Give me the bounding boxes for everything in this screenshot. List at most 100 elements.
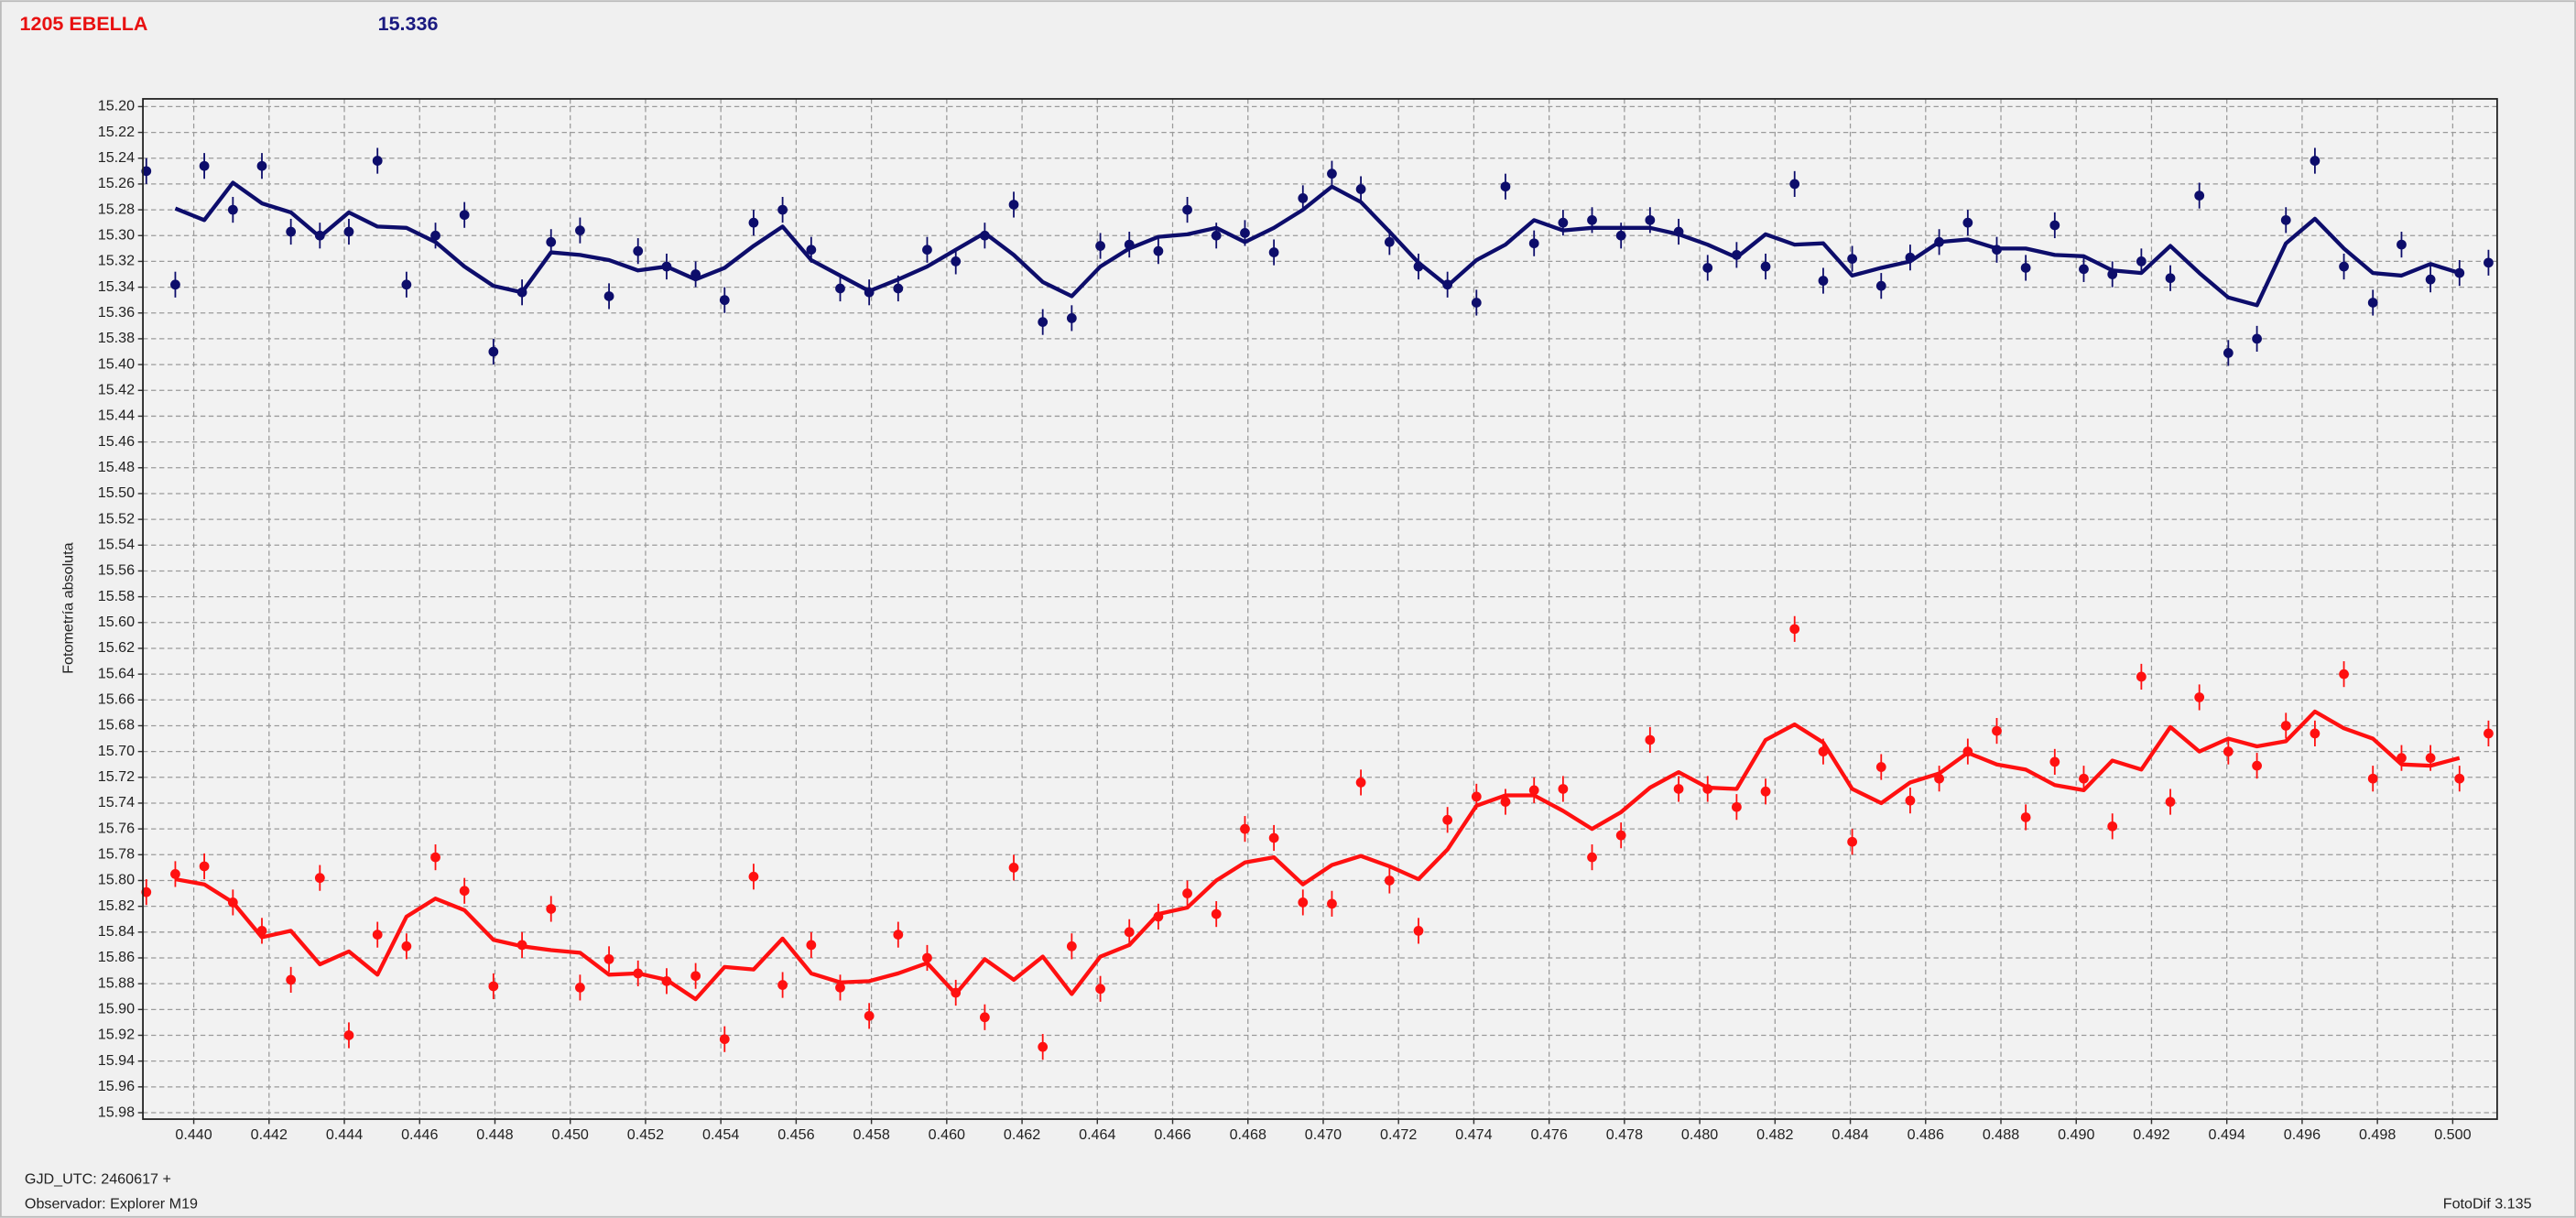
x-tick-label: 0.472 <box>1380 1126 1417 1143</box>
data-point <box>2223 746 2234 757</box>
plot-border <box>142 98 2498 1120</box>
y-tick-label: 15.32 <box>98 253 135 269</box>
data-point <box>922 245 932 256</box>
data-point <box>1528 238 1539 249</box>
data-point <box>1153 245 1164 256</box>
data-point <box>1211 230 1222 241</box>
data-point <box>2165 273 2176 284</box>
data-point <box>1095 241 1105 251</box>
data-point <box>1558 217 1569 228</box>
data-point <box>1182 204 1192 215</box>
data-point <box>1905 795 1916 806</box>
smoothed-line <box>174 180 2461 308</box>
x-tick-label: 0.440 <box>175 1126 212 1143</box>
data-point <box>401 941 412 952</box>
x-tick-label: 0.474 <box>1455 1126 1492 1143</box>
data-point <box>1760 786 1771 797</box>
data-point <box>2484 728 2494 739</box>
data-point <box>2367 773 2378 784</box>
data-point <box>2280 214 2291 225</box>
data-point <box>343 226 354 237</box>
data-point <box>286 974 297 985</box>
data-point <box>199 861 210 872</box>
y-tick-label: 15.34 <box>98 278 135 295</box>
data-point <box>1875 280 1886 291</box>
y-tick-label: 15.62 <box>98 639 135 656</box>
data-point <box>1500 797 1511 807</box>
y-tick-label: 15.78 <box>98 846 135 863</box>
data-point <box>1992 725 2002 736</box>
software-annotation: FotoDif 3.135 <box>2443 1196 2532 1213</box>
x-tick-label: 0.468 <box>1230 1126 1266 1143</box>
x-tick-label: 0.442 <box>251 1126 288 1143</box>
data-point <box>1615 830 1626 841</box>
data-point <box>835 283 845 294</box>
data-point <box>835 982 845 993</box>
data-point <box>2310 156 2321 166</box>
data-point <box>401 279 412 290</box>
y-tick-label: 15.54 <box>98 537 135 553</box>
y-tick-label: 15.52 <box>98 510 135 527</box>
chart-subtitle: 15.336 <box>378 13 439 35</box>
y-tick-label: 15.86 <box>98 949 135 965</box>
data-point <box>1500 181 1511 192</box>
y-tick-label: 15.22 <box>98 124 135 140</box>
data-point <box>488 981 499 992</box>
data-point <box>1789 179 1800 190</box>
x-tick-label: 0.452 <box>627 1126 664 1143</box>
x-tick-label: 0.496 <box>2284 1126 2321 1143</box>
data-point <box>1847 836 1858 847</box>
x-tick-label: 0.450 <box>552 1126 589 1143</box>
data-point <box>2136 671 2147 682</box>
data-point <box>1384 236 1395 247</box>
y-tick-label: 15.94 <box>98 1052 135 1069</box>
data-point <box>546 904 557 914</box>
data-point <box>170 279 180 290</box>
data-point <box>430 852 440 863</box>
data-point <box>488 346 499 357</box>
y-tick-label: 15.70 <box>98 743 135 759</box>
y-tick-label: 15.84 <box>98 923 135 940</box>
data-point <box>979 1012 990 1023</box>
data-point <box>459 210 470 221</box>
y-tick-label: 15.80 <box>98 872 135 888</box>
data-point <box>2020 263 2031 273</box>
x-tick-label: 0.488 <box>1983 1126 2019 1143</box>
x-tick-label: 0.476 <box>1530 1126 1567 1143</box>
data-point <box>1268 832 1279 843</box>
data-point <box>2454 773 2465 784</box>
x-tick-label: 0.478 <box>1606 1126 1643 1143</box>
data-point <box>2165 797 2176 807</box>
data-point <box>806 940 817 951</box>
data-point <box>2397 239 2407 250</box>
x-tick-label: 0.486 <box>1908 1126 1944 1143</box>
chart-title: 1205 EBELLA <box>20 13 148 35</box>
data-point <box>2425 274 2436 285</box>
data-point <box>1645 734 1656 745</box>
data-point <box>719 295 730 306</box>
data-point <box>603 954 614 964</box>
data-point <box>777 204 788 215</box>
data-point <box>864 1010 875 1021</box>
data-point <box>2194 190 2205 201</box>
x-tick-label: 0.464 <box>1079 1126 1115 1143</box>
data-point <box>1384 875 1395 886</box>
data-point <box>141 886 152 897</box>
data-point <box>1587 214 1597 225</box>
smoothed-line <box>175 709 2461 1002</box>
x-tick-label: 0.480 <box>1681 1126 1718 1143</box>
data-point <box>633 245 644 256</box>
y-tick-label: 15.28 <box>98 201 135 217</box>
y-tick-label: 15.56 <box>98 562 135 579</box>
data-point <box>2339 669 2349 680</box>
data-point <box>1355 184 1366 194</box>
x-tick-label: 0.482 <box>1756 1126 1793 1143</box>
data-point <box>256 160 267 171</box>
data-point <box>1645 214 1656 225</box>
data-point <box>1702 263 1713 273</box>
data-point <box>1471 298 1482 308</box>
data-point <box>2252 760 2262 771</box>
data-point <box>459 886 470 897</box>
data-point <box>1038 317 1049 328</box>
